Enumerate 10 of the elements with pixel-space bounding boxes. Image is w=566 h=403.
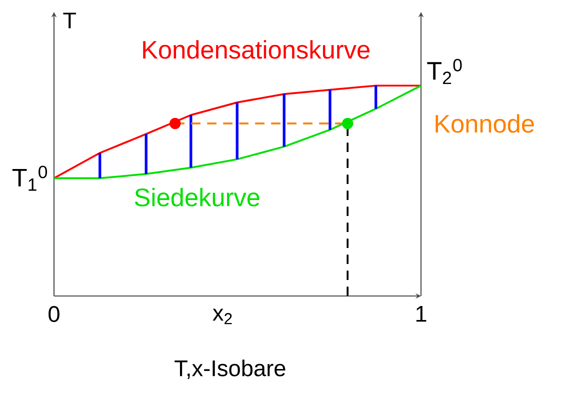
x-tick-label: 0 bbox=[48, 306, 60, 322]
series-label: Kondensationskurve bbox=[143, 40, 370, 59]
text: Konnode bbox=[436, 114, 534, 133]
series-label: Siedekurve bbox=[134, 188, 260, 206]
annotation: T$_{1}$0 bbox=[12, 166, 48, 191]
y-axis-title: T bbox=[63, 12, 76, 28]
x-tick-label: 1 bbox=[416, 306, 426, 322]
annotation: T$_{2}$0 bbox=[427, 58, 462, 84]
x-axis-title: x$_{2}$ bbox=[212, 308, 232, 324]
text: T,x-Isobare bbox=[174, 360, 286, 379]
